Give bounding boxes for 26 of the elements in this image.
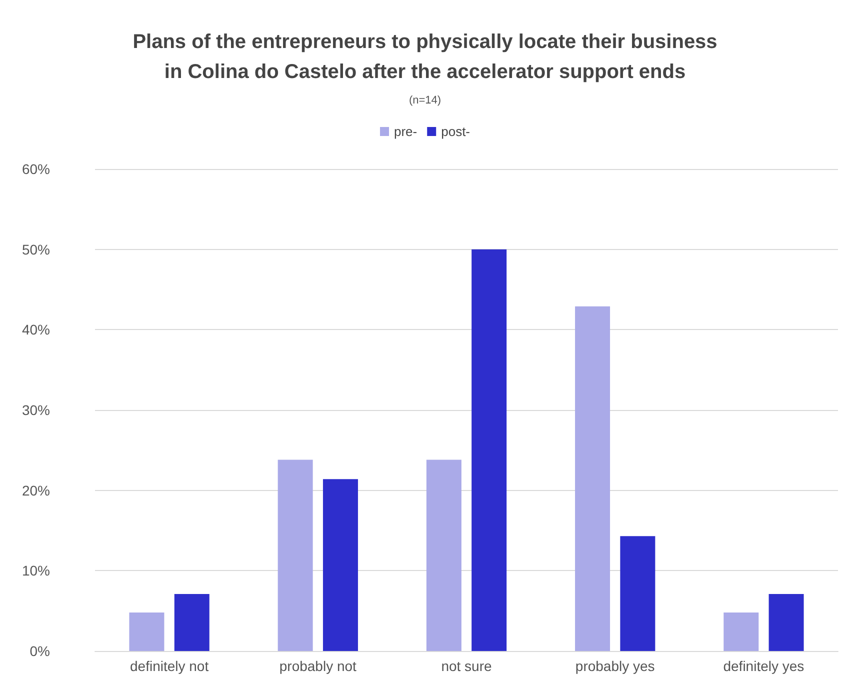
- y-tick-label: 60%: [22, 161, 50, 177]
- legend-label: post-: [441, 124, 470, 139]
- x-tick-label: not sure: [441, 658, 492, 674]
- bar: [724, 612, 759, 651]
- bar: [472, 249, 507, 651]
- legend-label: pre-: [394, 124, 418, 139]
- bar: [322, 479, 358, 651]
- chart-title: Plans of the entrepreneurs to physically locate their business in Colina do Castelo after the accelerator support ends: [132, 31, 718, 83]
- x-tick-label: probably not: [279, 658, 357, 674]
- y-tick-label: 30%: [22, 402, 50, 418]
- chart-subtitle: (n=14): [408, 94, 442, 106]
- bar: [174, 594, 210, 651]
- bar: [278, 460, 313, 651]
- bar: [768, 594, 804, 651]
- bar: [620, 536, 656, 651]
- y-tick-label: 0%: [30, 643, 50, 659]
- y-tick-label: 10%: [22, 562, 50, 579]
- y-tick-label: 40%: [22, 322, 50, 338]
- bar: [129, 612, 164, 651]
- bar: [575, 306, 610, 651]
- y-tick-label: 20%: [22, 482, 50, 498]
- y-tick-label: 50%: [22, 241, 50, 258]
- x-tick-label: definitely not: [130, 658, 209, 674]
- x-tick-label: definitely yes: [723, 658, 804, 674]
- bar: [426, 460, 462, 651]
- x-tick-label: probably yes: [575, 658, 655, 674]
